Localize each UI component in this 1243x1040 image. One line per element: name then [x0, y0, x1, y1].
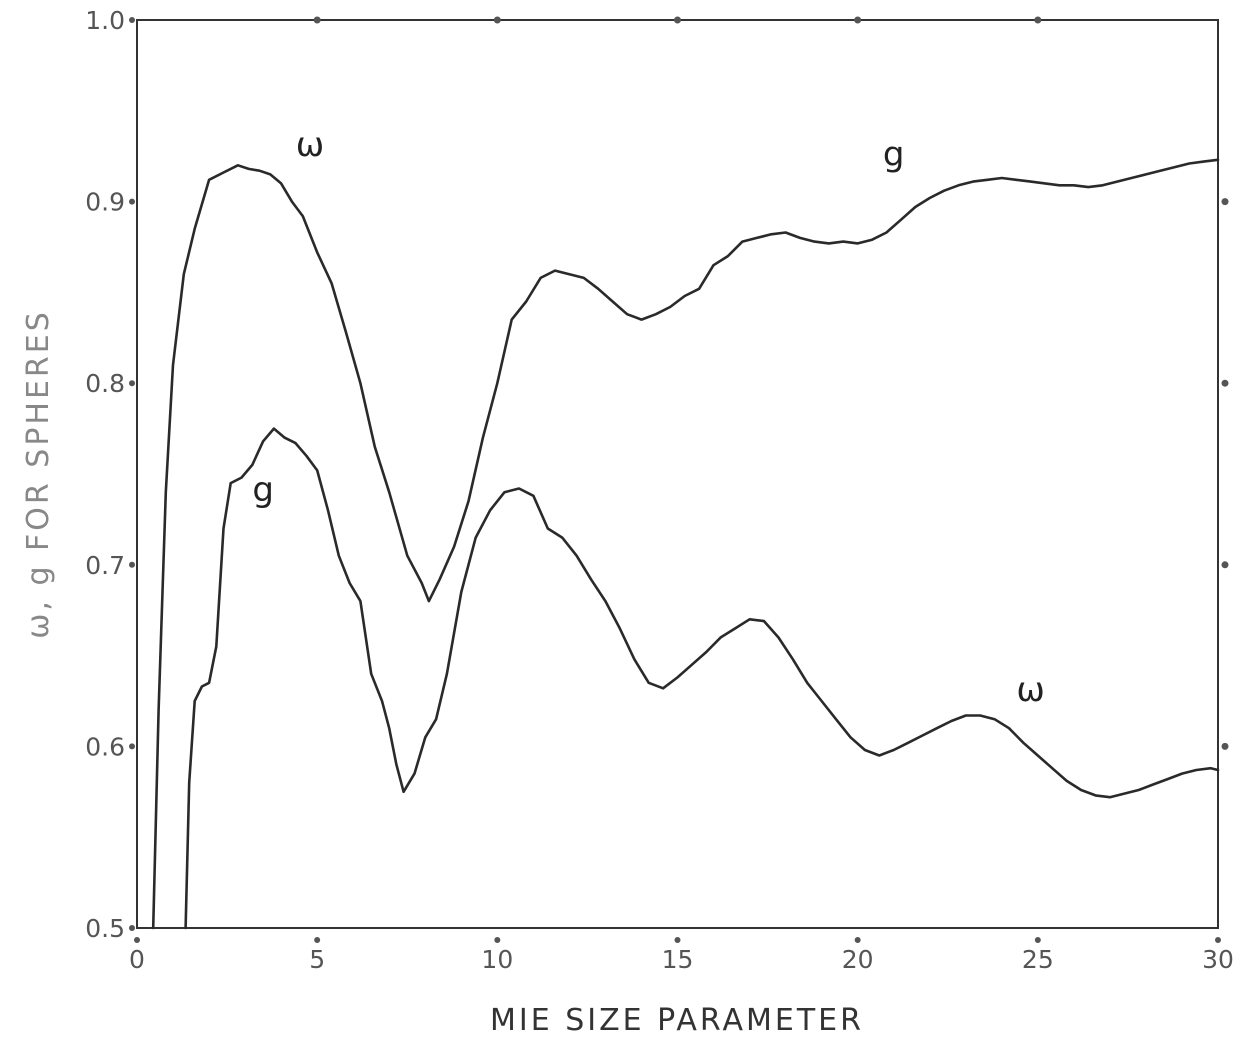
x-tick-mark-top [493, 16, 501, 24]
y-tick-mark [129, 17, 135, 23]
x-tick-mark [1215, 937, 1221, 943]
x-tick-mark [854, 937, 861, 943]
curve-label: ω [1016, 670, 1044, 710]
x-tick-mark [674, 937, 681, 943]
series-line-omega [151, 158, 1220, 930]
curve-label: ω [296, 125, 324, 165]
x-tick-label: 25 [1022, 945, 1054, 974]
series-line-g [184, 427, 1220, 930]
y-tick-mark [129, 561, 135, 568]
x-tick-mark [314, 937, 321, 943]
x-tick-mark [1034, 937, 1041, 943]
tick-labels-group: 0 5 10 15 20 25 30 0.5 0.6 0.7 0.8 0.9 1.0 [85, 6, 1234, 974]
y-tick-label: 0.7 [85, 551, 125, 580]
y-tick-label: 0.8 [85, 369, 125, 398]
y-tick-mark-right [1221, 198, 1229, 206]
y-tick-mark [129, 380, 135, 387]
x-tick-label: 5 [309, 945, 325, 974]
x-tick-label: 10 [481, 945, 513, 974]
x-tick-mark-top [854, 16, 862, 24]
y-tick-label: 0.6 [85, 732, 125, 761]
y-tick-label: 0.9 [85, 188, 125, 217]
x-tick-label: 20 [842, 945, 874, 974]
x-tick-label: 30 [1202, 945, 1234, 974]
y-tick-mark [129, 925, 135, 931]
x-tick-mark [134, 937, 140, 943]
curve-label: g [252, 470, 274, 510]
y-tick-mark [129, 198, 135, 205]
y-tick-mark-right [1221, 379, 1229, 387]
x-axis-title: MIE SIZE PARAMETER [490, 1003, 864, 1038]
y-tick-mark-right [1221, 561, 1229, 569]
x-tick-mark [494, 937, 501, 943]
y-tick-mark [129, 743, 135, 750]
annotations-group: ω g g ω [252, 125, 1045, 710]
ticks-group [129, 16, 1229, 943]
y-tick-label: 0.5 [85, 914, 125, 943]
x-tick-label: 15 [662, 945, 694, 974]
x-tick-mark-top [313, 16, 321, 24]
y-axis-title: ω, g FOR SPHERES [21, 309, 56, 639]
x-tick-label: 0 [129, 945, 145, 974]
x-tick-mark-top [1034, 16, 1042, 24]
curves-group [151, 158, 1220, 930]
y-tick-mark-right [1221, 742, 1229, 750]
y-tick-label: 1.0 [85, 6, 125, 35]
curve-label: g [883, 134, 905, 174]
x-tick-mark-top [674, 16, 681, 24]
